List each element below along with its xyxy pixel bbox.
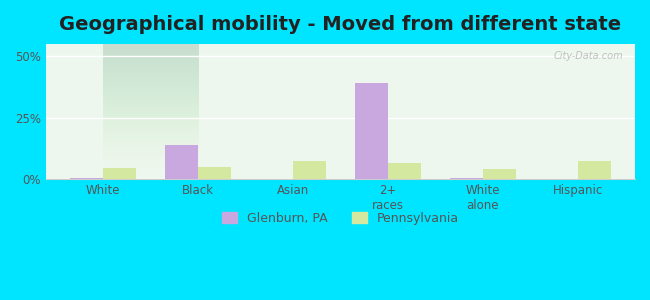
Bar — [293, 161, 326, 179]
Text: City-Data.com: City-Data.com — [554, 51, 623, 61]
Bar — [70, 178, 103, 179]
Bar — [450, 178, 483, 179]
Title: Geographical mobility - Moved from different state: Geographical mobility - Moved from diffe… — [59, 15, 621, 34]
Bar — [578, 161, 611, 179]
Bar — [198, 167, 231, 179]
Bar — [483, 169, 516, 179]
Bar — [164, 145, 198, 179]
Legend: Glenburn, PA, Pennsylvania: Glenburn, PA, Pennsylvania — [216, 207, 464, 230]
Bar — [355, 83, 388, 179]
Bar — [388, 163, 421, 179]
Bar — [103, 168, 136, 179]
